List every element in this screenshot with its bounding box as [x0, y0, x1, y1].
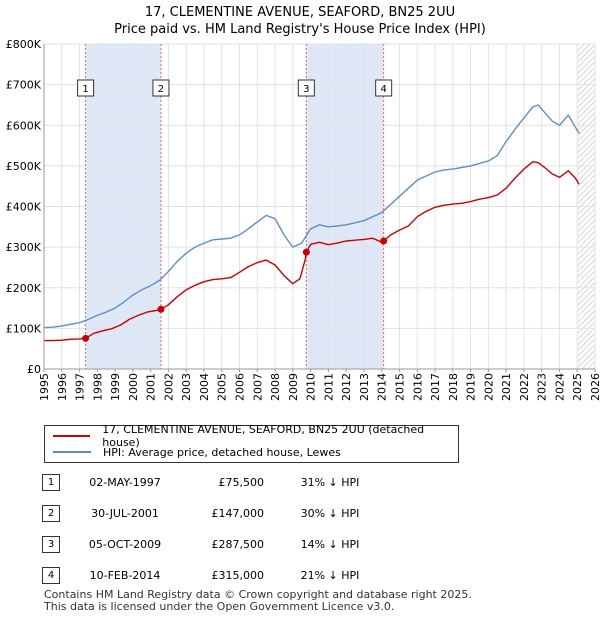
- sale-marker-box: [152, 79, 170, 97]
- x-tick-label: 2021: [500, 373, 513, 401]
- x-tick-label: 2015: [393, 373, 406, 401]
- legend: 17, CLEMENTINE AVENUE, SEAFORD, BN25 2UU…: [44, 423, 459, 463]
- x-tick-label: 2009: [287, 373, 300, 401]
- sale-marker-label: 3: [42, 536, 60, 553]
- sale-point: [157, 305, 165, 313]
- y-tick-label: £600K: [6, 119, 42, 132]
- y-tick-label: £700K: [6, 79, 42, 92]
- x-tick-label: 2002: [162, 373, 175, 401]
- footer-licence: This data is licensed under the Open Gov…: [44, 600, 395, 613]
- sale-point: [82, 334, 90, 342]
- footer: Contains HM Land Registry data © Crown c…: [44, 589, 472, 613]
- x-tick-label: 2017: [429, 373, 442, 401]
- sale-marker-number: 3: [303, 84, 309, 95]
- x-tick-label: 2012: [340, 373, 353, 401]
- x-tick-label: 2006: [234, 373, 247, 401]
- sale-marker-number: 4: [380, 84, 386, 95]
- legend-swatch-hpi: [53, 451, 91, 453]
- legend-item-hpi: HPI: Average price, detached house, Lewe…: [53, 445, 341, 459]
- sale-marker-number: 1: [82, 84, 88, 95]
- sale-date: 30-JUL-2001: [91, 507, 159, 520]
- x-tick-label: 2003: [180, 373, 193, 401]
- x-tick-label: 2001: [145, 373, 158, 401]
- sale-price: £315,000: [211, 569, 265, 582]
- x-tick-label: 2010: [305, 373, 318, 401]
- sale-marker-box: [77, 79, 95, 97]
- x-tick-label: 2024: [553, 373, 566, 401]
- x-tick-label: 2018: [447, 373, 460, 401]
- x-tick-label: 2023: [536, 373, 549, 401]
- x-tick-label: 2004: [198, 373, 211, 401]
- x-tick-label: 2022: [518, 373, 531, 401]
- y-tick-label: £800K: [6, 38, 42, 51]
- sale-marker-label: 4: [42, 567, 60, 584]
- y-tick-label: £400K: [6, 201, 42, 214]
- sale-marker-label: 1: [42, 474, 60, 491]
- chart-subtitle: Price paid vs. HM Land Registry's House …: [114, 22, 486, 37]
- legend-label-property: 17, CLEMENTINE AVENUE, SEAFORD, BN25 2UU…: [102, 423, 425, 449]
- sale-marker-box: [375, 79, 393, 97]
- x-tick-label: 1996: [56, 373, 69, 401]
- sale-date: 10-FEB-2014: [89, 569, 161, 582]
- x-tick-label: 2025: [571, 373, 584, 401]
- y-tick-label: £500K: [6, 160, 42, 173]
- sale-date: 05-OCT-2009: [88, 538, 162, 551]
- x-tick-label: 2013: [358, 373, 371, 401]
- sale-hpi-diff: 14% ↓ HPI: [300, 538, 360, 551]
- footer-copyright: Contains HM Land Registry data © Crown c…: [44, 588, 472, 601]
- sale-hpi-diff: 31% ↓ HPI: [300, 476, 360, 489]
- x-tick-label: 1998: [91, 373, 104, 401]
- sale-marker-box: [297, 79, 315, 97]
- x-tick-label: 2016: [411, 373, 424, 401]
- table-row: 2 30-JUL-2001 £147,000 30% ↓ HPI: [0, 505, 600, 525]
- x-tick-label: 1999: [109, 373, 122, 401]
- table-row: 4 10-FEB-2014 £315,000 21% ↓ HPI: [0, 567, 600, 587]
- legend-label-hpi: HPI: Average price, detached house, Lewe…: [103, 445, 341, 459]
- x-tick-label: 2005: [216, 373, 229, 401]
- y-tick-label: £100K: [6, 322, 42, 335]
- sale-point: [302, 248, 310, 256]
- price-chart: 1 2 3 4 £0 £100K £200K £300K £400K £500K £600K £70…: [6, 38, 600, 401]
- sale-price: £147,000: [211, 507, 265, 520]
- legend-item-property: 17, CLEMENTINE AVENUE, SEAFORD, BN25 2UU…: [53, 423, 458, 449]
- series-line-property: [44, 161, 580, 342]
- x-tick-label: 2007: [251, 373, 264, 401]
- sale-point: [380, 237, 388, 245]
- chart-title: 17, CLEMENTINE AVENUE, SEAFORD, BN25 2UU: [144, 5, 456, 20]
- x-tick-label: 1995: [38, 373, 51, 401]
- sale-date: 02-MAY-1997: [89, 476, 161, 489]
- y-tick-label: £200K: [6, 282, 42, 295]
- sale-marker-number: 2: [158, 84, 164, 95]
- series-line-hpi: [43, 104, 580, 329]
- x-tick-label: 2011: [322, 373, 335, 401]
- y-tick-label: £0: [27, 363, 41, 376]
- x-tick-label: 2014: [376, 373, 389, 401]
- x-tick-label: 2026: [589, 373, 600, 401]
- x-tick-label: 2008: [269, 373, 282, 401]
- table-row: 1 02-MAY-1997 £75,500 31% ↓ HPI: [0, 474, 600, 494]
- y-tick-label: £300K: [6, 241, 42, 254]
- x-tick-label: 2020: [482, 373, 495, 401]
- legend-swatch-property: [53, 435, 91, 437]
- sale-hpi-diff: 21% ↓ HPI: [300, 569, 360, 582]
- sale-price: £287,500: [211, 538, 265, 551]
- table-row: 3 05-OCT-2009 £287,500 14% ↓ HPI: [0, 536, 600, 556]
- sale-hpi-diff: 30% ↓ HPI: [300, 507, 360, 520]
- x-tick-label: 2000: [127, 373, 140, 401]
- chart-title-block: 17, CLEMENTINE AVENUE, SEAFORD, BN25 2UU…: [0, 4, 600, 38]
- x-tick-label: 2019: [465, 373, 478, 401]
- sale-marker-label: 2: [42, 505, 60, 522]
- x-tick-label: 1997: [74, 373, 87, 401]
- sale-price: £75,500: [218, 476, 265, 489]
